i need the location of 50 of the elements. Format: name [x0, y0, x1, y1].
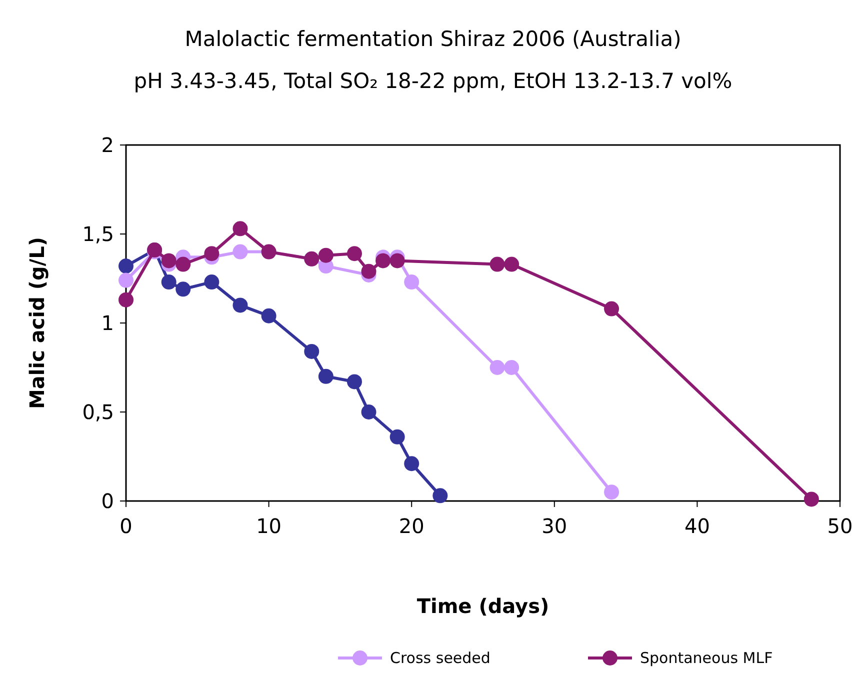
y-tick-label: 0: [101, 489, 114, 513]
point: [161, 274, 176, 290]
point: [232, 221, 248, 236]
point: [118, 258, 134, 274]
point: [318, 368, 334, 384]
y-tick-label: 1,5: [82, 222, 114, 246]
point: [390, 253, 405, 268]
y-tick-label: 0,5: [82, 400, 114, 424]
point: [504, 256, 520, 272]
x-axis-title: Time (days): [416, 594, 550, 618]
point: [346, 246, 362, 262]
y-tick-label: 1: [101, 311, 114, 335]
y-axis-title: Malic acid (g/L): [25, 236, 49, 410]
point: [118, 292, 134, 308]
x-tick-label: 10: [256, 514, 282, 538]
x-tick-label: 40: [684, 514, 710, 538]
point: [232, 298, 248, 313]
point: [318, 248, 334, 263]
y-tick-label: 2: [101, 133, 114, 157]
point: [232, 244, 248, 260]
point: [346, 374, 362, 390]
point: [804, 492, 819, 507]
point: [204, 246, 220, 262]
point: [604, 301, 620, 316]
point: [161, 253, 176, 268]
legend-label: Spontaneous MLF: [640, 649, 773, 667]
point: [376, 253, 391, 268]
point: [361, 404, 376, 420]
x-tick-label: 0: [120, 514, 132, 538]
point: [490, 360, 505, 375]
point: [404, 274, 420, 290]
legend-label: Cross seeded: [390, 649, 490, 667]
x-tick-label: 30: [542, 514, 568, 538]
point: [604, 484, 620, 500]
point: [390, 429, 405, 444]
point: [304, 344, 320, 359]
point: [176, 282, 191, 297]
chart-title: Malolactic fermentation Shiraz 2006 (Australia): [184, 27, 682, 51]
point: [176, 256, 191, 272]
point: [361, 264, 376, 279]
x-tick-label: 50: [827, 514, 853, 538]
chart-subtitle: pH 3.43-3.45, Total SO₂ 18-22 ppm, EtOH 13.2-13.7 vol%: [134, 69, 732, 93]
point: [204, 274, 220, 290]
point: [490, 256, 505, 272]
point: [261, 308, 276, 324]
point: [504, 360, 520, 375]
x-tick-label: 20: [398, 514, 424, 538]
point: [432, 488, 448, 504]
point: [404, 456, 420, 472]
point: [118, 272, 134, 288]
